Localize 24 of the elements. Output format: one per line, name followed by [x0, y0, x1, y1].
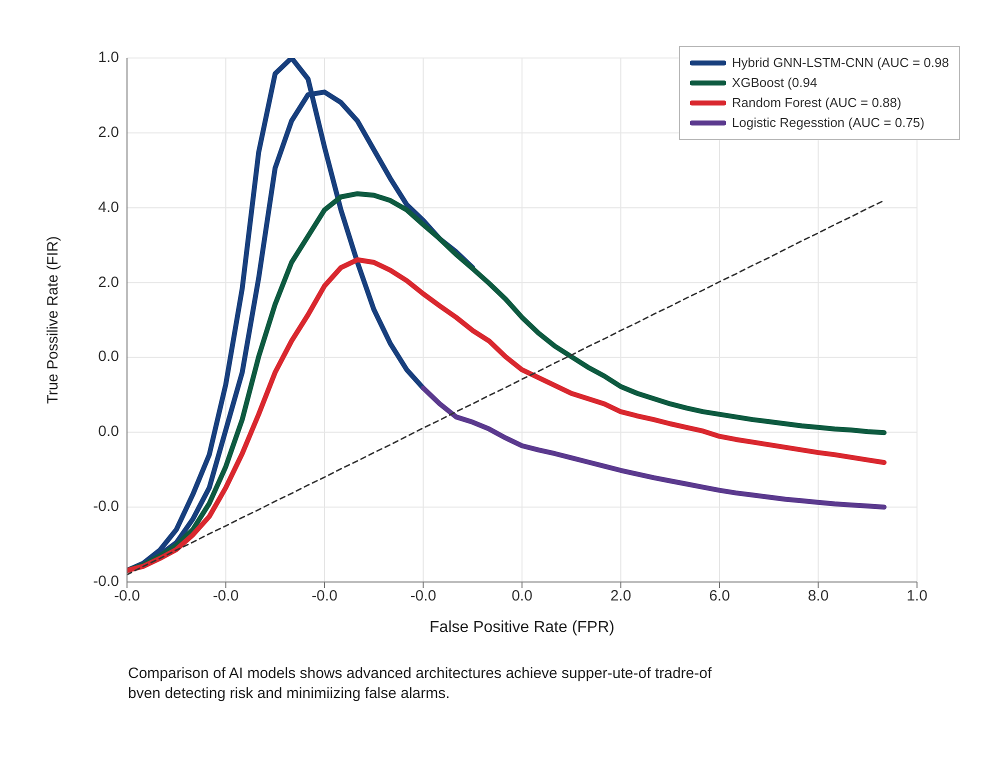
- text: -0.0: [92, 498, 119, 516]
- x-tick-label: 6.0: [709, 588, 730, 605]
- text: 2.0: [97, 274, 119, 292]
- x-tick-label: -0.0: [114, 588, 140, 605]
- x-tick-label: 2.0: [610, 588, 632, 605]
- x-tick-label: -0.0: [212, 588, 239, 605]
- text: 2.0: [97, 124, 119, 142]
- text: Comparison of AI models shows advanced architectures achieve supper-ute-of tradre-of bven detecting risk and minimiizing false alarms.: [128, 664, 713, 704]
- text: 0.0: [97, 348, 119, 366]
- text: 4.0: [97, 198, 119, 217]
- text: -0.0: [92, 573, 119, 590]
- x-tick-label: 8.0: [808, 588, 829, 605]
- y-axis-title: True Possilive Rate (FIR): [44, 236, 62, 404]
- legend-label: Hybrid GNN-LSTM-CNN (AUC = 0.98: [732, 54, 949, 72]
- x-tick-label: 1.0: [906, 588, 928, 605]
- text: 0.0: [97, 423, 119, 442]
- x-tick-label: 0.0: [512, 588, 532, 605]
- text: 1.0: [97, 49, 119, 67]
- legend-label: Random Forest (AUC = 0.88): [732, 94, 902, 112]
- legend-label: Logistic Regesstion (AUC = 0.75): [732, 114, 924, 132]
- legend-label: XGBoost (0.94: [732, 74, 818, 92]
- x-tick-label: -0.0: [410, 588, 436, 605]
- x-axis-title: False Positive Rate (FPR): [430, 619, 614, 636]
- x-tick-label: -0.0: [312, 588, 338, 605]
